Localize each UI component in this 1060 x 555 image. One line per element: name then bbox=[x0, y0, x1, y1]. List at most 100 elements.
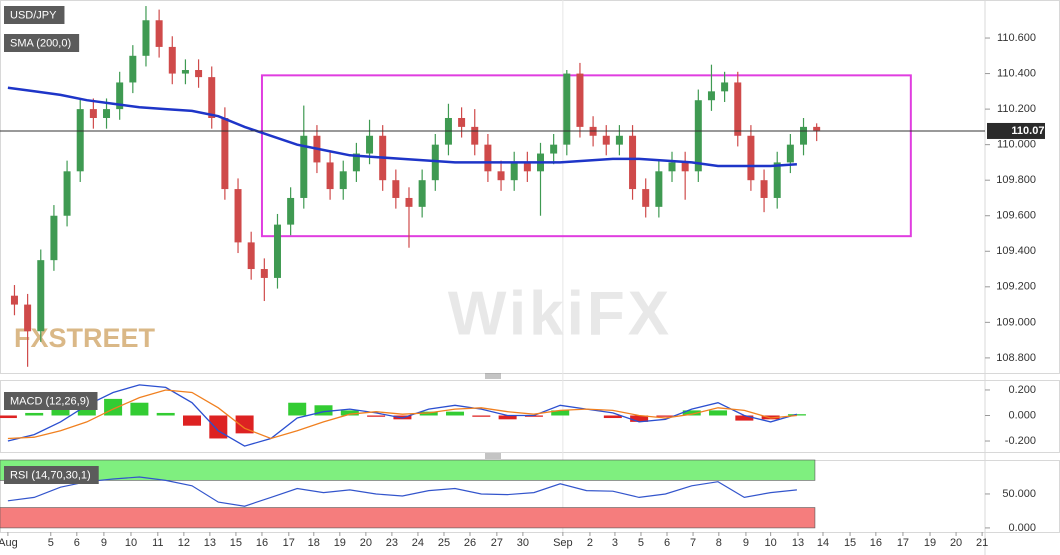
macd-histogram-bar bbox=[603, 415, 622, 419]
x-tick-label: 9 bbox=[101, 537, 107, 549]
x-tick-label: 26 bbox=[464, 537, 476, 549]
candle-body bbox=[260, 269, 268, 278]
x-tick-label: 5 bbox=[638, 537, 644, 549]
macd-line bbox=[7, 384, 798, 447]
range-box bbox=[260, 74, 912, 238]
candle-body bbox=[642, 189, 650, 207]
candle-body bbox=[155, 20, 163, 47]
candle-body bbox=[629, 135, 637, 190]
rsi-band bbox=[0, 459, 816, 481]
x-tick-label: 16 bbox=[256, 537, 268, 549]
candle-body bbox=[273, 224, 281, 278]
x-tick-label: 17 bbox=[283, 537, 295, 549]
candle-body bbox=[366, 135, 374, 154]
candle-body bbox=[655, 171, 663, 207]
macd-histogram-bar bbox=[419, 411, 438, 416]
x-tick-label: 10 bbox=[125, 537, 137, 549]
x-tick-label: 6 bbox=[664, 537, 670, 549]
y-tick-label: 109.200 bbox=[996, 281, 1036, 293]
y-tick-label: 0.000 bbox=[1008, 409, 1036, 421]
y-tick-label: 110.000 bbox=[997, 139, 1036, 151]
y-tick-label: 110.600 bbox=[997, 32, 1036, 44]
macd-histogram-bar bbox=[682, 410, 701, 416]
candle-body bbox=[326, 162, 334, 190]
sma-line bbox=[7, 86, 797, 168]
legend-box bbox=[4, 6, 65, 24]
x-tick-label: 13 bbox=[792, 537, 804, 549]
x-tick-label: 10 bbox=[765, 537, 777, 549]
candle-body bbox=[760, 180, 768, 198]
candle-body bbox=[734, 82, 742, 136]
candle-body bbox=[800, 126, 808, 145]
watermark: FXSTREET bbox=[14, 323, 156, 353]
y-tick-label: 0.200 bbox=[1008, 384, 1036, 396]
y-tick-label: 109.600 bbox=[996, 210, 1036, 222]
macd-histogram-bar bbox=[472, 415, 491, 417]
y-tick-label: 110.200 bbox=[997, 103, 1036, 115]
x-tick-label: 12 bbox=[178, 537, 190, 549]
y-tick-label: 108.800 bbox=[996, 352, 1036, 364]
macd-histogram-bar bbox=[288, 402, 307, 416]
candle-body bbox=[76, 109, 84, 172]
macd-histogram-bar bbox=[340, 410, 359, 416]
macd-histogram-bar bbox=[51, 406, 70, 416]
x-tick-label: 16 bbox=[870, 537, 882, 549]
x-tick-label: 27 bbox=[491, 537, 503, 549]
x-tick-label: 18 bbox=[308, 537, 320, 549]
macd-histogram-bar bbox=[551, 410, 570, 416]
macd-histogram-bar bbox=[446, 411, 465, 416]
macd-histogram-bar bbox=[656, 415, 675, 417]
watermark: WikiFX bbox=[448, 279, 672, 348]
candle-body bbox=[247, 242, 255, 270]
macd-histogram-bar bbox=[235, 415, 254, 434]
candle-body bbox=[63, 171, 71, 216]
candle-body bbox=[89, 109, 97, 118]
candle-body bbox=[813, 126, 821, 131]
x-tick-label: 21 bbox=[976, 537, 988, 549]
candle-body bbox=[181, 70, 189, 74]
legend-box bbox=[4, 466, 99, 484]
macd-histogram-bar bbox=[630, 415, 649, 422]
x-tick-label: 19 bbox=[334, 537, 346, 549]
x-tick-label: 15 bbox=[844, 537, 856, 549]
candle-body bbox=[681, 162, 689, 172]
signal-line bbox=[7, 389, 797, 440]
candle-body bbox=[523, 162, 531, 172]
y-tick-label: 0.000 bbox=[1008, 522, 1036, 534]
legend-box bbox=[4, 392, 98, 410]
candle-body bbox=[142, 20, 150, 56]
x-tick-label: 19 bbox=[924, 537, 936, 549]
candle-body bbox=[300, 135, 308, 198]
candle-body bbox=[668, 162, 676, 172]
x-tick-label: Sep bbox=[553, 537, 573, 549]
candle-body bbox=[602, 135, 610, 145]
x-tick-label: 5 bbox=[48, 537, 54, 549]
macd-histogram-bar bbox=[498, 415, 517, 420]
candle-body bbox=[339, 171, 347, 190]
macd-histogram-bar bbox=[735, 415, 754, 421]
x-tick-label: 6 bbox=[74, 537, 80, 549]
macd-histogram-bar bbox=[25, 412, 44, 416]
candle-body bbox=[576, 73, 584, 127]
candle-body bbox=[116, 82, 124, 110]
last-price-box bbox=[987, 122, 1045, 139]
x-tick-label: 13 bbox=[204, 537, 216, 549]
candle-body bbox=[352, 153, 360, 172]
candle-body bbox=[615, 135, 623, 145]
candle-body bbox=[721, 82, 729, 92]
legend-label: USD/JPY bbox=[10, 9, 57, 21]
candle-body bbox=[694, 100, 702, 172]
candle-body bbox=[234, 189, 242, 243]
candle-body bbox=[747, 135, 755, 181]
y-tick-label: 109.400 bbox=[996, 245, 1036, 257]
candle-body bbox=[550, 144, 558, 154]
y-tick-label: 50.000 bbox=[1002, 488, 1036, 500]
macd-histogram-bar bbox=[130, 402, 149, 416]
macd-histogram-bar bbox=[0, 415, 17, 419]
x-tick-label: 7 bbox=[690, 537, 696, 549]
x-tick-label: 30 bbox=[517, 537, 529, 549]
candle-body bbox=[195, 70, 203, 78]
candle-body bbox=[37, 260, 45, 332]
macd-histogram-bar bbox=[183, 415, 202, 426]
